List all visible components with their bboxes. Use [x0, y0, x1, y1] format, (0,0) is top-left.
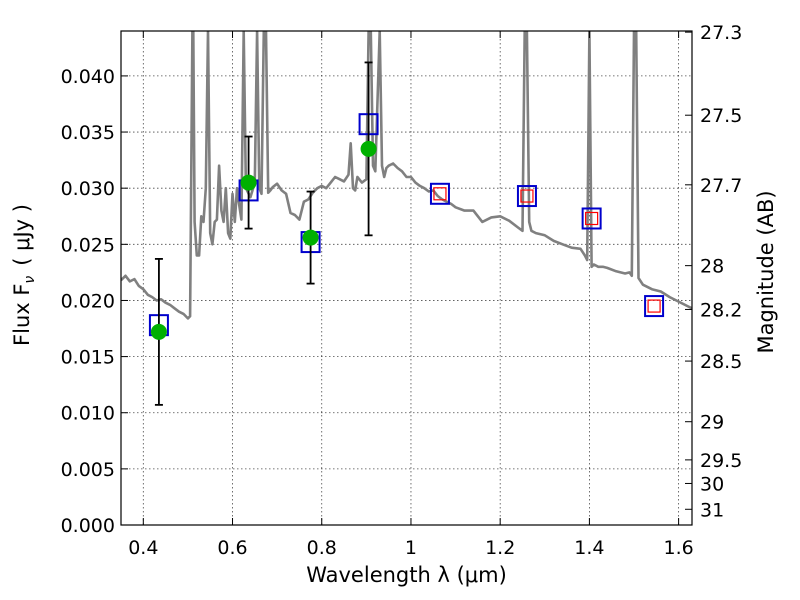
y-tick-label: 0.010 [61, 403, 115, 425]
model-point-box [581, 207, 602, 230]
right-tick-label: 27.5 [700, 105, 742, 127]
y-tick-label: 0.000 [61, 515, 115, 537]
model-point-inner-box [433, 187, 447, 201]
y-axis-title: Flux Fν ( μJy ) [10, 204, 38, 346]
sed-template-line [121, 31, 692, 320]
plot-frame [120, 30, 693, 526]
right-tick-label: 31 [700, 499, 724, 521]
x-tick-label: 0.6 [217, 537, 247, 559]
x-tick-label: 0.4 [128, 537, 158, 559]
right-tick-label: 28.2 [700, 299, 742, 321]
model-point-inner-box [647, 299, 661, 313]
model-point-inner-box [585, 211, 599, 226]
x-tick-label: 1.6 [664, 537, 694, 559]
y-tick-label: 0.040 [61, 66, 115, 88]
y-tick-label: 0.035 [61, 122, 115, 144]
observed-point [240, 174, 257, 191]
y-tick-label: 0.025 [61, 234, 115, 256]
y-tick-label: 0.015 [61, 347, 115, 369]
x-tick-label: 0.8 [307, 537, 337, 559]
right-tick-label: 28.5 [700, 351, 742, 373]
y-tick-label: 0.005 [61, 459, 115, 481]
observed-point [360, 140, 377, 157]
x-tick-label: 1 [405, 537, 417, 559]
data-layer [121, 31, 692, 406]
right-tick-label: 27.3 [700, 22, 742, 44]
model-point-box [644, 295, 665, 318]
x-axis-title: Wavelength λ (μm) [306, 563, 507, 587]
model-point-box [429, 182, 450, 205]
right-tick-label: 27.7 [700, 175, 742, 197]
model-point-inner-box [520, 189, 534, 203]
right-tick-label: 29 [700, 412, 724, 434]
model-point-box [516, 185, 537, 208]
right-tick-label: 29.5 [700, 450, 742, 472]
x-tick-label: 1.4 [574, 537, 604, 559]
x-tick-label: 1.2 [485, 537, 515, 559]
axis-ticks [121, 31, 692, 526]
observed-point [302, 229, 319, 246]
right-axis-title: Magnitude (AB) [754, 190, 778, 353]
y-axis-title-main: Flux F [10, 284, 34, 346]
right-tick-label: 28 [700, 256, 724, 278]
y-axis-title-unit: ( μJy ) [10, 204, 34, 266]
tick-labels: 0.4 0.6 0.8 1 1.2 1.4 1.6 0.000 0.005 0.010 0.015 0… [61, 22, 743, 559]
y-tick-label: 0.030 [61, 178, 115, 200]
y-tick-label: 0.020 [61, 290, 115, 312]
plot-background [121, 31, 692, 525]
y-axis-title-sub: ν [22, 276, 38, 284]
right-tick-label: 30 [700, 473, 724, 495]
observed-point [150, 323, 167, 340]
